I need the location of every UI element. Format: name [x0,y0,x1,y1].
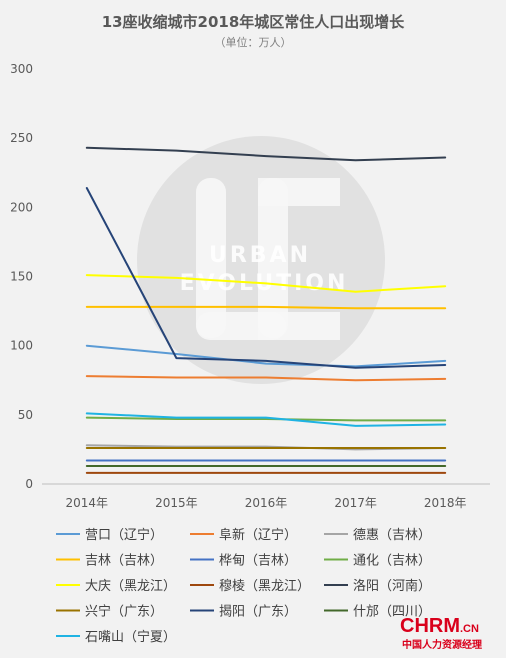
legend: 营口（辽宁） 阜新（辽宁） 德惠（吉林） 吉林（吉林） 桦甸（吉林） 通化（吉林） 大庆（黑… [56,527,431,645]
x-tick-label: 2016年 [245,496,288,510]
x-tick-label: 2017年 [334,496,377,510]
series-line [85,375,447,382]
legend-label: 穆棱（黑龙江） [219,578,310,594]
x-tick-label: 2015年 [155,496,198,510]
legend-label: 什邡（四川） [353,604,431,620]
chrm-logo: CHRM .CN 中国人力资源经理 [400,615,482,651]
y-tick-label: 200 [10,200,33,214]
legend-label: 洛阳（河南） [353,578,431,594]
y-tick-label: 250 [10,131,33,145]
x-tick-label: 2018年 [424,496,467,510]
y-tick-label: 150 [10,270,33,284]
brand-tagline: 中国人力资源经理 [402,638,482,651]
brand-logo-text: CHRM [400,615,460,637]
legend-label: 桦甸（吉林） [219,554,297,569]
series-lines [85,146,447,474]
legend-label: 揭阳（广东） [219,605,297,620]
series-line [85,416,447,422]
y-tick-label: 50 [18,408,33,422]
y-tick-label: 300 [10,62,33,76]
legend-label: 德惠（吉林） [353,528,431,543]
series-line [85,146,447,162]
y-tick-label: 0 [25,477,33,491]
x-tick-label: 2014年 [66,496,109,510]
chart-title: 13座收缩城市2018年城区常住人口出现增长 [102,13,406,31]
legend-label: 吉林（吉林） [85,554,163,569]
series-line [85,274,447,293]
y-tick-label: 100 [10,339,33,353]
legend-label: 营口（辽宁） [85,527,163,543]
series-line [85,412,447,427]
legend-label: 石嘴山（宁夏） [85,629,176,645]
watermark-line1: URBAN [209,243,311,268]
legend-label: 阜新（辽宁） [219,527,297,543]
legend-label: 大庆（黑龙江） [85,579,176,594]
chart-subtitle: （单位：万人） [215,35,292,49]
watermark: URBAN EVOLUTION [137,136,385,384]
legend-label: 通化（吉林） [353,554,431,569]
x-axis-ticks: 2014年 2015年 2016年 2017年 2018年 [66,496,467,510]
series-line [85,305,447,310]
series-line [85,344,447,368]
brand-logo-suffix: .CN [460,623,479,635]
series-line [85,187,447,369]
legend-label: 兴宁（广东） [85,604,163,620]
y-axis-ticks: 0 50 100 150 200 250 300 [10,62,33,491]
